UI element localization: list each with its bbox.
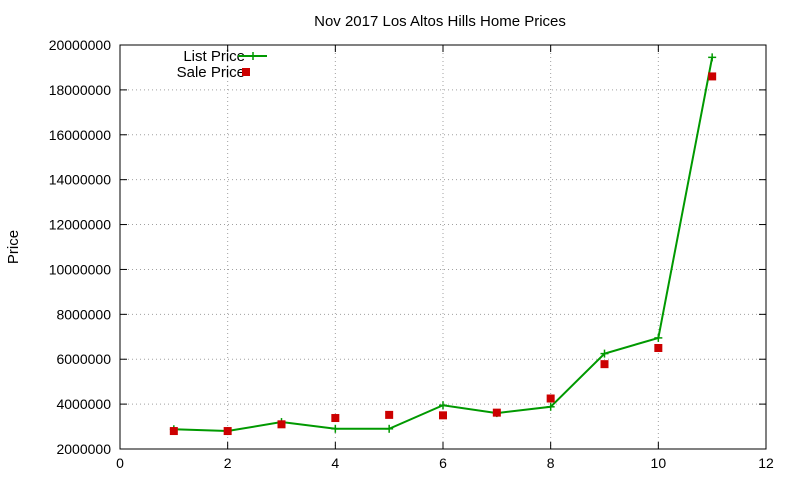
data-point-square [654,344,663,352]
x-tick-label: 4 [331,455,339,471]
data-point-plus [708,53,717,62]
data-point-square [708,72,717,81]
data-point-plus [331,424,340,433]
data-point-square [385,410,394,419]
y-tick-label: 14000000 [49,172,112,188]
data-point-plus [600,349,609,358]
data-point-plus [654,333,663,342]
y-tick-label: 16000000 [49,127,112,143]
x-tick-label: 2 [224,455,232,471]
y-tick-label: 20000000 [49,37,112,53]
data-point-square [492,408,501,417]
x-tick-label: 12 [758,455,774,471]
data-point-plus [439,401,447,410]
data-point-square [546,394,555,403]
legend-label: Sale Price [177,64,245,81]
data-point-square [439,411,447,420]
chart-title: Nov 2017 Los Altos Hills Home Prices [314,13,566,30]
legend-entry: List Price [183,48,267,65]
y-tick-label: 4000000 [56,396,111,412]
data-point-square [600,360,609,369]
y-tick-label: 8000000 [56,306,111,322]
y-tick-label: 18000000 [49,82,112,98]
series-sale-price [169,72,717,436]
y-tick-label: 12000000 [49,217,112,233]
tick-labels: 0 2 4 6 8 10 12 2000000 4000000 6000000 8000000 100… [49,37,774,471]
data-point-square [277,420,286,429]
x-tick-label: 6 [439,455,447,471]
data-series [169,53,717,436]
x-tick-label: 10 [651,455,667,471]
data-point-square [169,427,178,436]
y-tick-label: 2000000 [56,441,111,457]
data-point-plus [385,424,394,433]
legend-entry: Sale Price [177,64,250,81]
x-tick-label: 8 [547,455,555,471]
axes [119,44,767,450]
x-tick-label: 0 [116,455,124,471]
data-point-square [223,427,232,436]
legend-label: List Price [183,48,245,65]
y-axis-title: Price [5,230,22,264]
y-tick-label: 6000000 [56,351,111,367]
data-point-square [331,414,340,423]
grid-lines [120,45,766,449]
legend-square [242,68,250,76]
y-tick-label: 10000000 [49,261,112,277]
data-point-plus [546,402,555,411]
